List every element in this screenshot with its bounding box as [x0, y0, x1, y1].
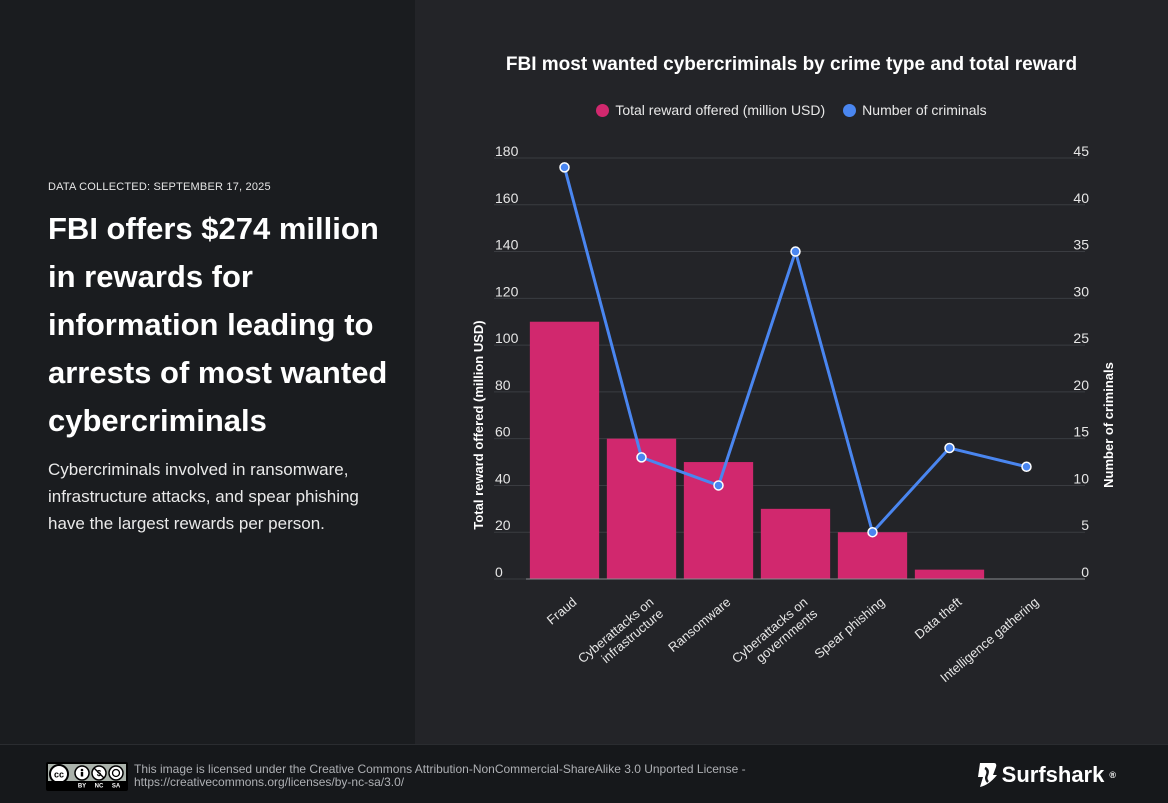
y-right-tick-label: 20 [1073, 377, 1089, 393]
x-tick-label: Ransomware [665, 594, 733, 655]
y-left-tick-label: 120 [495, 283, 519, 299]
x-tick-label-line: Fraud [544, 594, 580, 627]
license-text: This image is licensed under the Creativ… [134, 763, 834, 789]
line-point [559, 162, 570, 173]
chart-plot: 0 20 40 60 80 100 120 140 160 180 0 5 10 15 20 25 30 35 40… [471, 143, 1116, 685]
cc-license-badge: cc $ BY NC SA [46, 762, 128, 791]
x-tick-label-line: Ransomware [665, 594, 733, 655]
y-left-tick-label: 180 [495, 143, 519, 159]
footer: cc $ BY NC SA This image is licensed und… [0, 744, 1168, 803]
legend-label-reward: Total reward offered (million USD) [615, 102, 826, 118]
surfshark-icon [977, 763, 997, 787]
x-tick-label: Data theft [912, 594, 965, 642]
license-line-1: This image is licensed under the Creativ… [134, 762, 746, 776]
y-left-tick-label: 100 [495, 330, 519, 346]
legend-label-criminals: Number of criminals [862, 102, 987, 118]
y-left-tick-label: 140 [495, 237, 519, 253]
brand-registered-mark: ® [1109, 770, 1116, 780]
bar [914, 569, 985, 579]
line-point [790, 246, 801, 257]
headline: FBI offers $274 million in rewards for i… [48, 211, 388, 438]
bar [683, 462, 754, 579]
svg-text:SA: SA [112, 784, 121, 790]
cc-icons: cc $ BY NC SA [48, 764, 126, 790]
story-panel: DATA COLLECTED: SEPTEMBER 17, 2025 FBI o… [0, 0, 415, 744]
y-left-tick-label: 60 [495, 424, 511, 440]
y-right-tick-label: 15 [1073, 424, 1089, 440]
line-point [636, 452, 647, 463]
y-left-tick-label: 160 [495, 190, 519, 206]
legend-swatch-criminals [843, 103, 857, 117]
line-point [1021, 461, 1032, 472]
bar [760, 508, 831, 579]
y-right-tick-label: 25 [1073, 330, 1089, 346]
line-point [944, 442, 955, 454]
y-right-axis-title: Number of criminals [1101, 362, 1116, 488]
x-tick-label: Fraud [544, 594, 580, 627]
x-tick-label-line: Spear phishing [811, 594, 887, 661]
y-right-tick-label: 10 [1073, 470, 1089, 486]
x-tick-label-line: Data theft [912, 594, 965, 642]
y-right-tick-label: 35 [1073, 237, 1089, 253]
legend-swatch-reward [596, 103, 610, 117]
surfshark-logo: Surfshark ® [976, 761, 1116, 789]
x-tick-label: Spear phishing [811, 594, 887, 661]
bar [529, 321, 600, 579]
bar [837, 532, 908, 579]
y-left-tick-label: 40 [495, 470, 511, 486]
y-right-tick-label: 5 [1081, 517, 1089, 533]
y-left-axis-title: Total reward offered (million USD) [471, 320, 486, 529]
legend-item-criminals: Number of criminals [843, 102, 987, 118]
brand-name: Surfshark [1001, 762, 1105, 787]
y-right-tick-label: 30 [1073, 283, 1089, 299]
y-left-tick-label: 0 [495, 564, 503, 580]
svg-text:NC: NC [95, 784, 104, 790]
summary-text: Cybercriminals involved in ransomware, i… [48, 460, 359, 533]
y-left-tick-label: 20 [495, 517, 511, 533]
date-collected: DATA COLLECTED: SEPTEMBER 17, 2025 [48, 181, 271, 193]
y-right-tick-label: 0 [1081, 564, 1089, 580]
svg-text:BY: BY [78, 784, 86, 790]
chart-title: FBI most wanted cybercriminals by crime … [505, 54, 1078, 75]
svg-text:cc: cc [54, 770, 64, 780]
y-left-tick-label: 80 [495, 377, 511, 393]
y-right-tick-label: 45 [1073, 143, 1089, 159]
line-point [713, 480, 724, 491]
y-right-tick-label: 40 [1073, 190, 1089, 206]
chart-legend: Total reward offered (million USD) Numbe… [415, 102, 1168, 118]
license-url[interactable]: https://creativecommons.org/licenses/by-… [134, 775, 405, 789]
legend-item-reward: Total reward offered (million USD) [596, 102, 825, 118]
line-point [867, 526, 878, 538]
